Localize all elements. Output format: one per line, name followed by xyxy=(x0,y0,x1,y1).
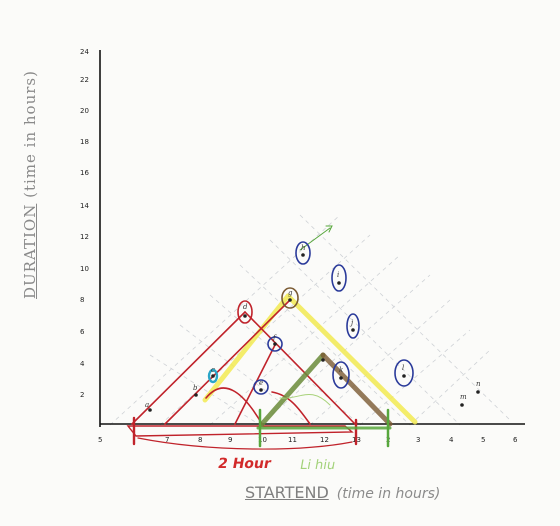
x-tick-label: 7 xyxy=(165,436,169,444)
x-tick-label: 9 xyxy=(228,436,232,444)
y-tick-label: 6 xyxy=(80,328,85,336)
y-axis-title: DURATION (time in hours) xyxy=(21,70,43,299)
data-point xyxy=(243,314,247,318)
data-point xyxy=(273,342,277,346)
x-axis-title-units: (time in hours) xyxy=(336,486,441,502)
data-point xyxy=(476,390,480,394)
data-point xyxy=(337,281,341,285)
y-tick-label: 12 xyxy=(80,233,89,241)
x-axis-title-start: START xyxy=(245,483,295,502)
point-label: f xyxy=(272,334,277,342)
yellow-interval-triangle xyxy=(202,293,418,425)
y-axis-title-main: DURATION xyxy=(21,203,39,299)
y-tick-label: 18 xyxy=(80,138,89,146)
data-point xyxy=(321,358,325,362)
data-point xyxy=(402,374,406,378)
x-tick-label: 10 xyxy=(258,436,267,444)
x-tick-label: 5 xyxy=(98,436,102,444)
x-tick-label: 12 xyxy=(320,436,329,444)
y-tick-label: 10 xyxy=(80,265,89,273)
data-point xyxy=(351,328,355,332)
green-annotation: Li hiu xyxy=(298,458,337,473)
axes xyxy=(99,50,525,427)
data-point xyxy=(339,376,343,380)
point-circle xyxy=(281,287,299,309)
x-tick-labels: 5 7 8 9 10 11 12 13 2 3 4 5 6 xyxy=(98,436,518,444)
point-label: m xyxy=(460,393,467,401)
point-label: i xyxy=(337,271,339,279)
data-point xyxy=(211,374,215,378)
data-point xyxy=(288,298,292,302)
data-points xyxy=(148,253,480,412)
x-axis-title-end: END xyxy=(294,483,329,502)
y-tick-labels: 2 4 6 8 10 12 14 16 18 20 22 24 xyxy=(80,48,89,399)
x-axis-title: STARTEND (time in hours) xyxy=(245,483,440,502)
y-tick-label: 22 xyxy=(80,76,89,84)
point-label: g xyxy=(288,289,293,297)
point-label: k xyxy=(339,366,343,374)
point-label: c xyxy=(211,366,215,374)
point-circle xyxy=(253,379,269,395)
point-label: n xyxy=(476,380,481,388)
point-label: j xyxy=(349,319,354,327)
point-label: b xyxy=(193,384,198,392)
point-label: e xyxy=(259,379,263,387)
y-tick-label: 8 xyxy=(80,296,84,304)
y-tick-label: 2 xyxy=(80,391,84,399)
y-tick-label: 4 xyxy=(80,360,85,368)
data-point xyxy=(259,388,263,392)
point-circle xyxy=(331,264,347,292)
y-tick-label: 14 xyxy=(80,202,89,210)
x-tick-label: 8 xyxy=(198,436,202,444)
data-point xyxy=(460,403,464,407)
point-circle xyxy=(295,241,311,265)
data-point xyxy=(194,393,198,397)
x-tick-label: 3 xyxy=(416,436,420,444)
point-circle xyxy=(394,359,414,387)
point-label: l xyxy=(402,364,404,372)
point-circle xyxy=(267,336,283,352)
point-circle xyxy=(332,361,350,389)
x-tick-label: 4 xyxy=(449,436,454,444)
x-tick-label: 11 xyxy=(288,436,297,444)
circled-points xyxy=(207,241,414,395)
point-label: a xyxy=(145,401,149,409)
point-label: d xyxy=(243,303,248,311)
y-tick-label: 24 xyxy=(80,48,89,56)
point-labels: a b c d e f g h i j k l m n xyxy=(145,244,481,409)
x-tick-label: 5 xyxy=(481,436,485,444)
data-point xyxy=(148,408,152,412)
red-interval-triangles xyxy=(126,299,358,450)
red-annotation: 2 Hour xyxy=(216,456,273,472)
y-tick-label: 20 xyxy=(80,107,89,115)
point-label: h xyxy=(301,244,306,252)
y-tick-label: 16 xyxy=(80,169,89,177)
point-circle xyxy=(346,313,360,339)
data-point xyxy=(301,253,305,257)
point-circle xyxy=(207,368,219,384)
y-axis-title-units: (time in hours) xyxy=(21,70,39,198)
x-tick-label: 6 xyxy=(513,436,518,444)
point-circle xyxy=(237,300,253,324)
